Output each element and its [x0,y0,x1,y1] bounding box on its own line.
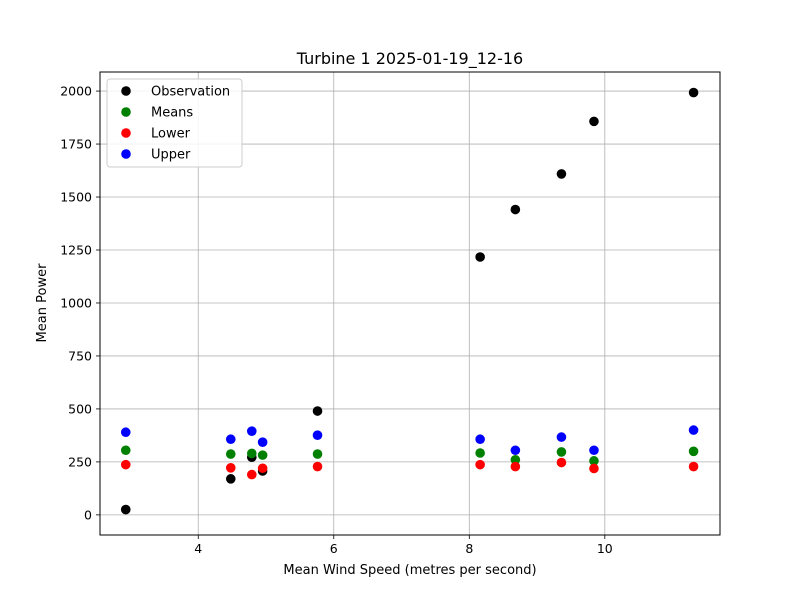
observation-point [312,406,323,416]
lower-point [510,461,521,472]
lower-point [589,463,599,474]
upper-point [312,430,323,440]
means-point [589,456,599,466]
observation-point [510,204,521,215]
y-tick-label: 250 [68,454,92,469]
observation-point [556,169,567,179]
legend-label-means: Means [151,106,193,121]
observation-point [225,474,236,484]
upper-point [257,437,268,447]
means-point [225,449,236,459]
series-lower [120,457,699,480]
legend-label-lower: Lower [151,127,191,142]
means-point [688,446,699,457]
means-point [120,445,131,456]
x-tick-label: 6 [330,541,338,556]
upper-point [475,434,485,445]
lower-point [312,461,323,472]
upper-point [688,425,699,435]
means-point [475,448,485,458]
x-tick-label: 10 [597,541,613,556]
legend: Observation Means Lower Upper [106,78,243,168]
plot-area [99,71,721,536]
y-tick-label: 1500 [60,190,92,205]
legend-label-upper: Upper [151,148,191,163]
lower-point [246,469,257,480]
series-upper [120,425,699,456]
lower-point [688,461,699,472]
y-tick-label: 1750 [60,137,92,152]
legend-marker-means [121,107,131,117]
legend-marker-upper [121,149,131,159]
means-point [510,454,521,465]
y-axis-label: Mean Power [35,263,50,343]
chart-title: Turbine 1 2025-01-19_12-16 [296,49,523,69]
upper-point [510,445,521,456]
upper-point [120,427,131,438]
upper-point [556,432,567,442]
lower-point [475,459,485,470]
observation-point [688,87,699,98]
observation-point [589,116,599,127]
y-tick-label: 0 [84,507,92,522]
means-point [312,449,323,459]
legend-frame [106,78,243,168]
observation-point [120,504,131,515]
y-tick-label: 2000 [60,84,92,99]
y-tick-label: 750 [68,348,92,363]
lower-point [225,463,236,473]
upper-point [246,426,257,436]
lower-point [257,463,268,474]
y-tick-label: 1250 [60,242,92,257]
x-tick-label: 8 [465,541,473,556]
y-tick-label: 500 [68,401,92,416]
lower-point [120,459,131,470]
axis-ticks: 4 6 8 10 0 250 500 750 1000 1250 1500 1750 2000 [60,84,613,556]
means-point [556,447,567,457]
x-tick-label: 4 [194,541,202,556]
lower-point [556,457,567,468]
x-axis-label: Mean Wind Speed (metres per second) [283,563,536,578]
upper-point [225,434,236,445]
legend-marker-observation [121,86,131,96]
legend-marker-lower [121,128,131,138]
data-points [120,87,699,515]
upper-point [589,445,599,456]
series-means [120,445,699,466]
observation-point [475,252,485,262]
means-point [257,450,268,460]
means-point [246,448,257,459]
legend-label-observation: Observation [151,85,230,100]
y-tick-label: 1000 [60,295,92,310]
